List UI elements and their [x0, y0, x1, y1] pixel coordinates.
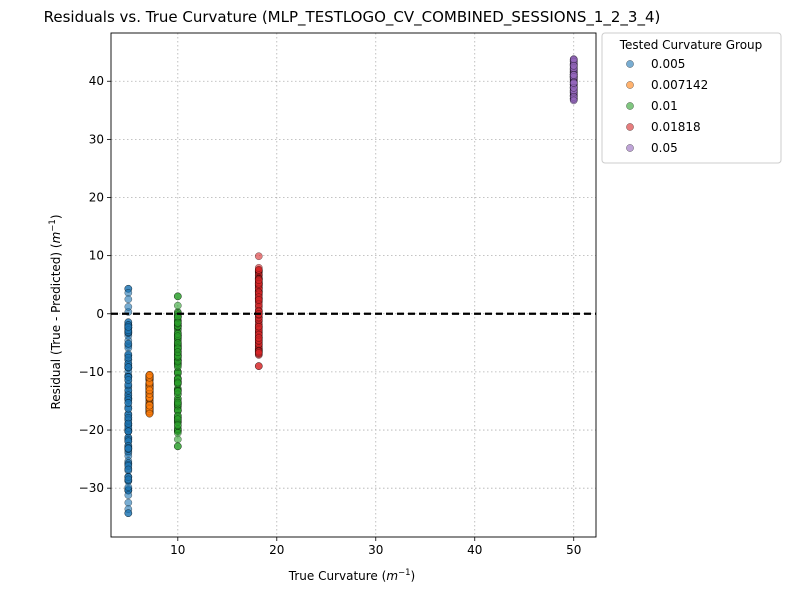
legend-marker	[626, 81, 634, 89]
data-point	[173, 442, 182, 451]
legend-entry-label: 0.01	[651, 99, 678, 113]
data-point	[173, 435, 182, 444]
data-point	[254, 362, 263, 370]
x-tick-label: 30	[368, 543, 383, 557]
data-point	[124, 302, 133, 311]
data-point	[254, 334, 263, 342]
legend-marker	[626, 123, 634, 131]
data-point	[124, 295, 133, 304]
data-point	[124, 288, 133, 297]
data-points	[124, 55, 578, 518]
legend-entry-label: 0.007142	[651, 78, 708, 92]
data-point	[254, 252, 263, 261]
grid	[111, 33, 596, 537]
data-point	[124, 491, 133, 499]
data-point	[173, 398, 182, 407]
data-point	[569, 71, 578, 79]
data-point	[124, 509, 133, 518]
data-point	[173, 348, 182, 357]
legend: Tested Curvature Group 0.005 0.007142 0.01…	[601, 32, 782, 164]
x-tick-label: 50	[566, 543, 581, 557]
data-point	[173, 429, 182, 437]
data-point	[569, 61, 578, 70]
data-point	[124, 322, 133, 331]
data-point	[124, 363, 133, 372]
legend-entry-label: 0.005	[651, 57, 685, 71]
data-point	[124, 376, 133, 384]
data-point	[254, 265, 263, 274]
x-tick-label: 20	[269, 543, 284, 557]
legend-marker	[626, 60, 634, 68]
data-point	[124, 444, 133, 453]
data-point	[569, 55, 578, 64]
data-point	[569, 96, 578, 105]
data-point	[124, 353, 133, 362]
y-tick-label: 10	[89, 249, 104, 263]
y-tick-label: −20	[79, 423, 104, 437]
data-point	[173, 387, 182, 396]
x-axis-label-exponent: −1	[398, 568, 411, 578]
y-axis-label-close: )	[49, 214, 63, 219]
y-tick-label: 20	[89, 191, 104, 205]
legend-frame	[601, 32, 782, 164]
data-point	[124, 483, 133, 491]
x-tick-label: 40	[467, 543, 482, 557]
chart-title: Residuals vs. True Curvature (MLP_TESTLO…	[44, 8, 661, 27]
plot-frame	[110, 32, 597, 538]
y-axis-label-exponent: −1	[48, 219, 58, 232]
data-point	[124, 427, 133, 436]
x-axis-label: True Curvature (m−1)	[288, 568, 415, 583]
data-point	[145, 370, 154, 379]
data-point	[254, 349, 263, 357]
data-point	[254, 296, 263, 304]
y-tick-label: −10	[79, 365, 104, 379]
data-point	[124, 465, 133, 474]
y-axis-label-text: Residual (True - Predicted) (	[49, 243, 63, 409]
legend-entry-label: 0.01818	[651, 120, 701, 134]
x-tick-label: 10	[170, 543, 185, 557]
data-point	[254, 276, 263, 284]
data-point	[173, 332, 182, 341]
data-point	[124, 339, 133, 348]
y-tick-label: −30	[79, 481, 104, 495]
data-point	[124, 419, 133, 428]
data-point	[124, 399, 133, 407]
data-point	[569, 79, 578, 87]
data-point	[124, 475, 133, 484]
legend-marker	[626, 144, 634, 152]
data-point	[124, 498, 133, 507]
y-tick-label: 0	[96, 307, 104, 321]
data-point	[173, 378, 182, 387]
axis-ticks: 10 20 30 40 50 −30 −20 −10 0 10 20 30 40	[79, 74, 582, 557]
data-point	[145, 409, 154, 418]
y-tick-label: 30	[89, 132, 104, 146]
x-axis-label-close: )	[411, 569, 416, 583]
legend-marker	[626, 102, 634, 110]
data-point	[173, 292, 182, 301]
x-axis-label-unit: m	[386, 569, 398, 583]
data-point	[254, 322, 263, 331]
data-point	[173, 318, 182, 327]
y-axis-label: Residual (True - Predicted) (m−1)	[48, 214, 63, 409]
data-point	[145, 401, 154, 410]
x-axis-label-text: True Curvature (	[288, 569, 387, 583]
legend-entry-label: 0.05	[651, 141, 678, 155]
data-point	[173, 301, 182, 310]
y-tick-label: 40	[89, 74, 104, 88]
legend-items: 0.005 0.007142 0.01 0.01818 0.05	[626, 57, 708, 155]
data-point	[173, 421, 182, 429]
legend-title: Tested Curvature Group	[619, 38, 763, 52]
data-point	[145, 386, 154, 395]
y-axis-label-unit: m	[49, 232, 63, 244]
